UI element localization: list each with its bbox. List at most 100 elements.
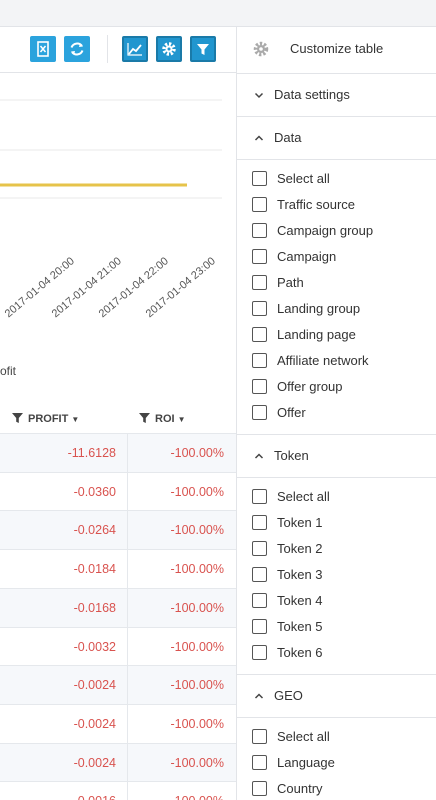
filter-button[interactable] xyxy=(190,36,216,62)
checkbox xyxy=(252,327,267,342)
item-label: Traffic source xyxy=(277,197,356,212)
column-title: PROFIT xyxy=(28,413,69,425)
checkbox-item[interactable]: Token 4 xyxy=(237,588,436,614)
chevron-path xyxy=(254,453,264,459)
checkbox-item[interactable]: Affiliate network xyxy=(237,348,436,374)
section-title: Token xyxy=(274,448,309,463)
checkbox xyxy=(252,353,267,368)
item-label: Campaign group xyxy=(277,223,374,238)
icon xyxy=(197,44,209,55)
section-header[interactable]: Data xyxy=(237,117,436,160)
chart-button[interactable] xyxy=(122,36,148,62)
table-cell: -0.0168 xyxy=(73,600,116,615)
table-row: -0.0016 -100.00% xyxy=(0,781,236,800)
table-cell: -0.0360 xyxy=(73,484,116,499)
sections: Data settings Data Select all Traffic sourc… xyxy=(237,74,436,800)
section-header[interactable]: Data settings xyxy=(237,74,436,117)
refresh-button[interactable] xyxy=(64,36,90,62)
panel-header: Customize table xyxy=(237,27,436,74)
table-cell: -100.00% xyxy=(127,627,224,666)
section-header[interactable]: GEO xyxy=(237,675,436,718)
gear-icon xyxy=(253,41,269,57)
chevron-path xyxy=(254,92,264,99)
checkbox-item[interactable]: Select all xyxy=(237,724,436,750)
item-label: Path xyxy=(277,275,304,290)
table-row: -0.0184 -100.00% xyxy=(0,549,236,589)
top-bar xyxy=(0,0,436,27)
checkbox-item[interactable]: Token 2 xyxy=(237,536,436,562)
table-row: -0.0024 -100.00% xyxy=(0,742,236,782)
table-row: -0.0024 -100.00% xyxy=(0,665,236,705)
table-cell: -100.00% xyxy=(127,666,224,705)
checkbox-item[interactable]: Landing group xyxy=(237,296,436,322)
checkbox xyxy=(252,197,267,212)
table-row: -0.0032 -100.00% xyxy=(0,626,236,666)
legend-label: ofit xyxy=(0,364,17,378)
table-row: -11.6128 -100.00% xyxy=(0,433,236,472)
table-cell: -100.00% xyxy=(127,588,224,627)
checkbox-item[interactable]: Campaign group xyxy=(237,218,436,244)
table-cell: -11.6128 xyxy=(67,446,116,460)
table-row: -0.0360 -100.00% xyxy=(0,471,236,511)
table-cell: -0.0016 xyxy=(0,782,116,800)
item-label: Token 5 xyxy=(277,619,323,634)
item-label: Token 6 xyxy=(277,645,323,660)
table-cell: -100.00% xyxy=(127,782,224,800)
checkbox-item[interactable]: Language xyxy=(237,750,436,776)
table-cell: -100.00% xyxy=(127,743,224,782)
table-cell: -100.00% xyxy=(127,511,224,550)
checkbox-item[interactable]: Select all xyxy=(237,484,436,510)
checkbox xyxy=(252,171,267,186)
checkbox-item[interactable]: Token 3 xyxy=(237,562,436,588)
checkbox xyxy=(252,515,267,530)
checkbox xyxy=(252,379,267,394)
item-label: Token 1 xyxy=(277,515,323,530)
checkbox-item[interactable]: Offer xyxy=(237,400,436,426)
item-list: Select all Token 1 Token 2 Token 3 Token 4 To… xyxy=(237,478,436,675)
customize-panel: Customize table Data settings Data Select … xyxy=(236,27,436,800)
separator xyxy=(107,35,108,63)
table-cell: -100.00% xyxy=(127,472,224,511)
checkbox-item[interactable]: Landing page xyxy=(237,322,436,348)
checkbox-item[interactable]: Campaign xyxy=(237,244,436,270)
column-header: PROFIT ▼ xyxy=(12,405,79,433)
checkbox-item[interactable]: Token 6 xyxy=(237,640,436,666)
checkbox xyxy=(252,405,267,420)
toolbar xyxy=(0,27,236,73)
item-label: Token 3 xyxy=(277,567,323,582)
item-label: Campaign xyxy=(277,249,337,264)
icon xyxy=(127,43,142,56)
checkbox-item[interactable]: Offer group xyxy=(237,374,436,400)
table-row: -0.0168 -100.00% xyxy=(0,587,236,627)
panel-title: Customize table xyxy=(290,41,384,56)
item-label: Select all xyxy=(277,171,330,186)
icon xyxy=(37,41,49,57)
table-cell: -0.0264 xyxy=(73,523,116,538)
table-cell: -100.00% xyxy=(127,434,224,472)
export-button[interactable] xyxy=(30,36,56,62)
table-cell: -0.0024 xyxy=(73,716,116,731)
item-list: Select all Language Country xyxy=(237,718,436,800)
checkbox-item[interactable]: Traffic source xyxy=(237,192,436,218)
checkbox-item[interactable]: Path xyxy=(237,270,436,296)
checkbox-item[interactable]: Country xyxy=(237,776,436,800)
chevron-path xyxy=(254,135,264,141)
checkbox-item[interactable]: Token 1 xyxy=(237,510,436,536)
table-cell: -0.0024 xyxy=(73,755,116,770)
checkbox-item[interactable]: Select all xyxy=(237,166,436,192)
section-header[interactable]: Token xyxy=(237,435,436,478)
column-title: ROI xyxy=(155,413,175,425)
section-title: Data xyxy=(274,130,302,145)
icon xyxy=(70,42,84,56)
data-table: PROFIT ▼ ROI ▼ -11.6128 -100.00% -0.0360 -100.0… xyxy=(0,405,237,800)
chevron xyxy=(254,453,264,459)
column-header: ROI ▼ xyxy=(139,405,185,433)
table-cell: -0.0032 xyxy=(73,639,116,654)
table-row: -0.0264 -100.00% xyxy=(0,510,236,550)
checkbox-item[interactable]: Token 5 xyxy=(237,614,436,640)
table-cell: -100.00% xyxy=(127,704,224,743)
icon xyxy=(162,42,176,56)
checkbox xyxy=(252,301,267,316)
settings-button[interactable] xyxy=(156,36,182,62)
sort-arrow: ▼ xyxy=(71,415,80,424)
